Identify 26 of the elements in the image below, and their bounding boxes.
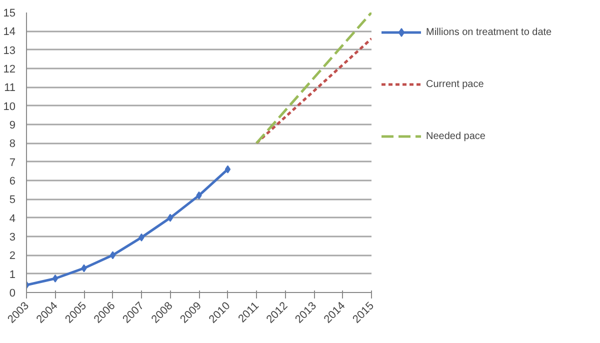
y-tick-label: 15 <box>3 8 16 20</box>
y-tick-label: 4 <box>9 212 16 225</box>
y-tick-label: 1 <box>9 268 16 281</box>
point <box>52 274 58 282</box>
y-tick-label: 14 <box>3 26 16 38</box>
y-tick-label: 9 <box>9 120 16 132</box>
point <box>81 264 87 272</box>
y-tick-label: 0 <box>9 288 16 300</box>
y-tick-label: 8 <box>9 138 16 150</box>
y-tick-label: 2 <box>9 250 16 262</box>
y-tick-label: 5 <box>9 194 16 206</box>
y-tick-label: 10 <box>3 100 16 113</box>
legend-label: Needed pace <box>426 130 486 142</box>
point <box>138 233 144 242</box>
y-tick-label: 6 <box>9 176 16 188</box>
point <box>110 251 116 260</box>
legend-label: Millions on treatment to date <box>426 26 552 38</box>
y-tick-label: 13 <box>3 44 16 57</box>
legend-label: Current pace <box>426 78 484 90</box>
point <box>196 191 202 200</box>
y-tick-label: 11 <box>4 82 16 94</box>
point <box>167 214 174 222</box>
y-tick-label: 3 <box>9 232 16 244</box>
y-tick-label: 12 <box>3 64 16 76</box>
y-tick-label: 7 <box>9 156 16 169</box>
point <box>224 165 231 174</box>
